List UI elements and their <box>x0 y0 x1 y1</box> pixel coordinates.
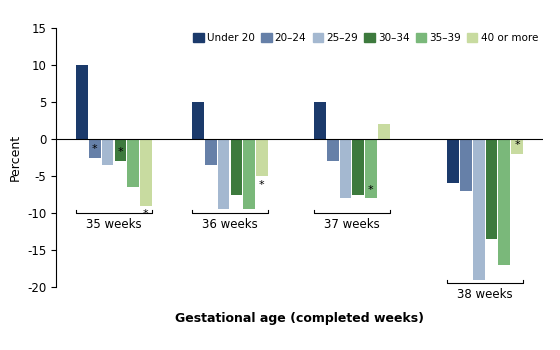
Text: *: * <box>368 184 374 195</box>
Bar <box>473 139 485 280</box>
Bar <box>243 139 255 209</box>
Y-axis label: Percent: Percent <box>8 134 21 181</box>
Text: *: * <box>118 147 123 158</box>
Bar <box>231 139 242 195</box>
Bar <box>76 65 88 139</box>
Text: *: * <box>514 140 520 150</box>
Bar <box>365 139 377 198</box>
Bar <box>486 139 497 239</box>
Text: 37 weeks: 37 weeks <box>324 218 380 231</box>
Text: *: * <box>259 180 265 190</box>
Text: *: * <box>143 209 149 219</box>
Text: 36 weeks: 36 weeks <box>202 218 258 231</box>
Bar <box>205 139 217 165</box>
Bar <box>378 124 390 139</box>
Bar <box>511 139 523 154</box>
Bar <box>102 139 114 165</box>
Bar <box>314 102 326 139</box>
Text: *: * <box>92 144 97 154</box>
Bar <box>256 139 268 176</box>
Text: 35 weeks: 35 weeks <box>86 218 142 231</box>
Bar <box>192 102 204 139</box>
Bar <box>447 139 459 183</box>
Bar <box>140 139 152 205</box>
Legend: Under 20, 20–24, 25–29, 30–34, 35–39, 40 or more: Under 20, 20–24, 25–29, 30–34, 35–39, 40… <box>194 33 538 43</box>
Bar <box>127 139 139 187</box>
Bar <box>339 139 351 198</box>
Text: 38 weeks: 38 weeks <box>458 288 513 301</box>
Bar <box>327 139 339 161</box>
Bar <box>89 139 101 158</box>
Bar <box>114 139 126 161</box>
Bar <box>218 139 230 209</box>
Bar <box>498 139 510 265</box>
Bar <box>352 139 364 195</box>
Bar <box>460 139 472 191</box>
X-axis label: Gestational age (completed weeks): Gestational age (completed weeks) <box>175 312 424 325</box>
